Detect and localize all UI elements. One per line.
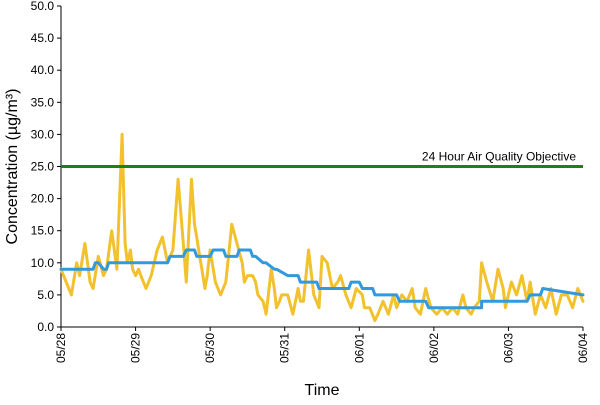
x-tick-label: 06/04 [576,333,590,363]
y-tick-label: 20.0 [31,192,55,206]
y-ticks: 0.0 5.0 10.0 15.0 20.0 25.0 30.0 35.0 40.0 45.0 50… [31,0,61,334]
y-tick-label: 25.0 [31,160,55,174]
series-line-rolling [59,248,585,310]
y-tick-label: 0.0 [37,320,54,334]
series-group [59,132,585,323]
y-tick-label: 50.0 [31,0,55,13]
y-tick-label: 15.0 [31,224,55,238]
x-tick-label: 06/02 [427,333,441,363]
x-axis-title: Time [305,382,340,399]
y-tick-label: 10.0 [31,256,55,270]
x-tick-label: 05/31 [278,333,292,363]
x-ticks: 05/28 05/29 05/30 05/31 06/01 06/02 06/03 06/04 [54,327,590,363]
y-tick-label: 45.0 [31,31,55,45]
x-tick-label: 05/28 [54,333,68,363]
y-tick-label: 30.0 [31,127,55,141]
y-axis-title: Concentration (µg/m³) [4,89,21,245]
series-line-hourly [59,132,585,323]
x-tick-label: 06/01 [352,333,366,363]
x-tick-label: 05/29 [129,333,143,363]
x-tick-label: 05/30 [203,333,217,363]
y-tick-label: 40.0 [31,63,55,77]
y-tick-label: 35.0 [31,95,55,109]
objective-group: 24 Hour Air Quality Objective [61,150,583,168]
objective-label: 24 Hour Air Quality Objective [422,150,576,164]
x-tick-label: 06/03 [501,333,515,363]
y-tick-label: 5.0 [37,288,54,302]
